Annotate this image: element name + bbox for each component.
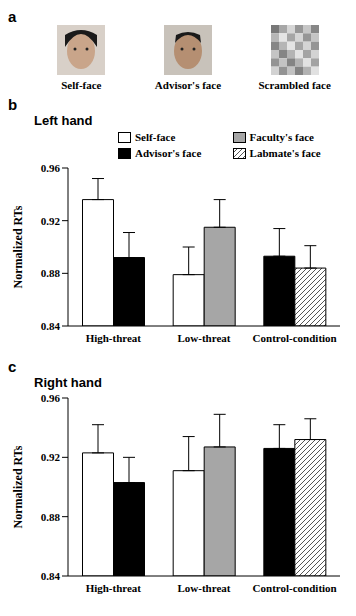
svg-text:0.88: 0.88 [41, 267, 61, 279]
svg-text:0.84: 0.84 [41, 320, 61, 332]
html-text:Self-face: Self-face [135, 131, 176, 143]
html-text:Labmate's face: Labmate's face [249, 147, 321, 159]
html-text:a: a [8, 8, 17, 25]
svg-text:Normalized RTs: Normalized RTs [11, 445, 25, 528]
html-text:Right hand: Right hand [34, 375, 102, 390]
html-text:Self-face: Self-face [61, 79, 102, 91]
svg-text:0.96: 0.96 [41, 392, 61, 404]
svg-text:0.96: 0.96 [41, 162, 61, 174]
svg-text:High-threat: High-threat [86, 582, 142, 594]
svg-text:Control-condition: Control-condition [253, 582, 337, 594]
svg-text:High-threat: High-threat [86, 332, 142, 344]
svg-text:Low-threat: Low-threat [178, 582, 231, 594]
html-text:Left hand: Left hand [34, 113, 93, 128]
html-text:c: c [8, 358, 17, 375]
svg-text:Low-threat: Low-threat [178, 332, 231, 344]
html-text:Advisor's face: Advisor's face [135, 147, 202, 159]
html-text:Advisor's face: Advisor's face [154, 79, 222, 91]
svg-text:0.92: 0.92 [41, 215, 61, 227]
html-text:Faculty's face: Faculty's face [249, 131, 314, 143]
svg-text:0.88: 0.88 [41, 511, 61, 523]
html-text:b: b [8, 96, 18, 113]
svg-text:Normalized RTs: Normalized RTs [11, 205, 25, 288]
svg-text:0.92: 0.92 [41, 451, 61, 463]
svg-text:0.84: 0.84 [41, 570, 61, 582]
html-text:Scrambled face: Scrambled face [258, 79, 331, 91]
svg-text:Control-condition: Control-condition [253, 332, 337, 344]
